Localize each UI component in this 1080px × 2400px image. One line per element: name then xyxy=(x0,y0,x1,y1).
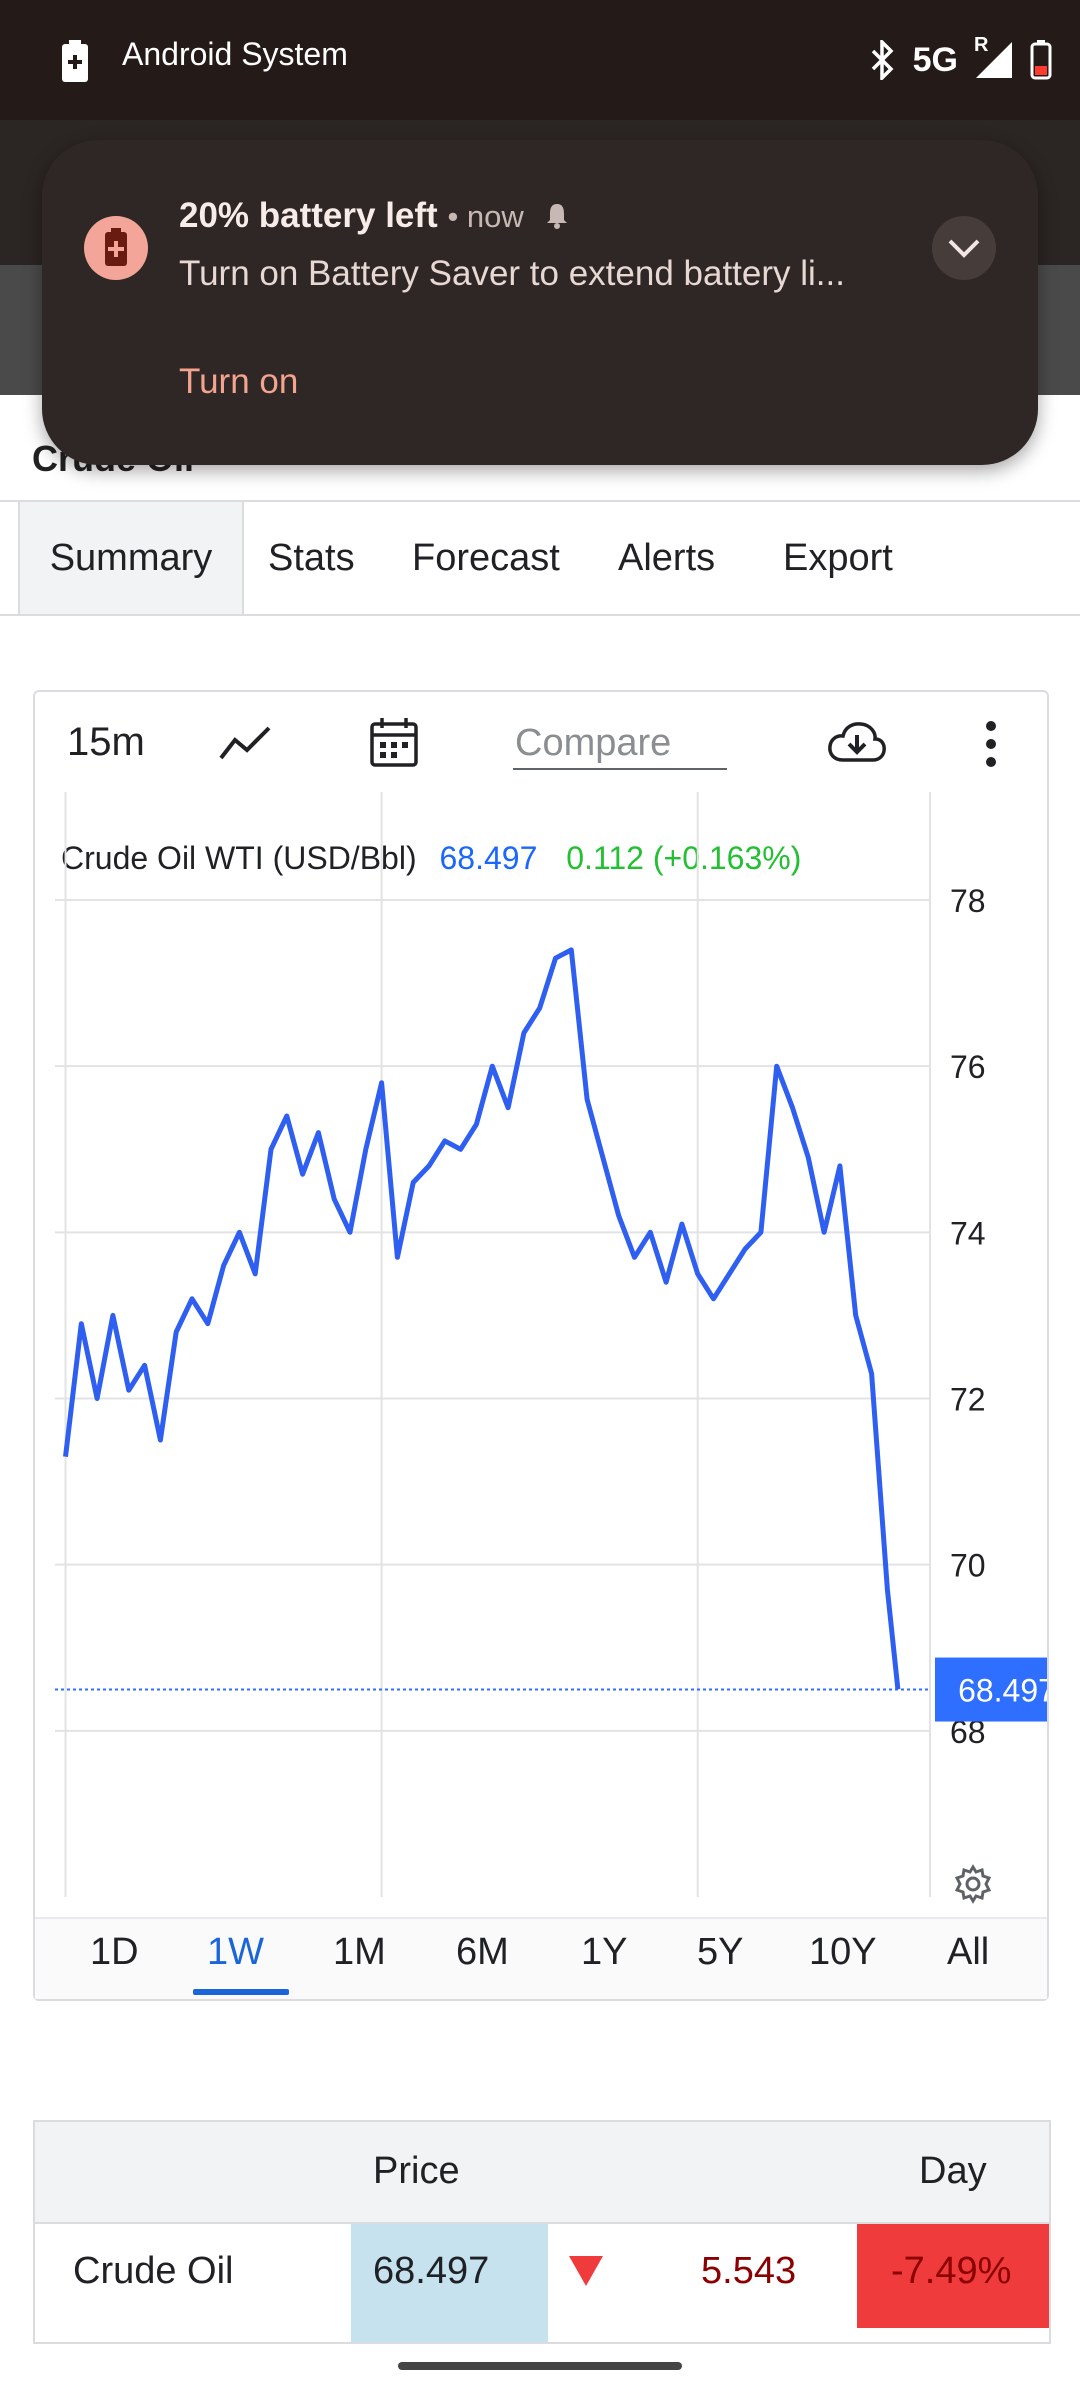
day-change-cell xyxy=(857,2224,1049,2328)
battery-notification[interactable]: 20% battery left • now Turn on Battery S… xyxy=(42,140,1038,465)
battery-plus-icon xyxy=(62,40,88,82)
active-range-indicator xyxy=(193,1989,289,1995)
quote-table: Price Day Crude Oil 68.497 5.543 -7.49% xyxy=(33,2120,1051,2344)
status-icons: 5G R xyxy=(867,30,1052,90)
range-selector: 1D 1W 1M 6M 1Y 5Y 10Y All xyxy=(35,1917,1047,1999)
range-6m[interactable]: 6M xyxy=(456,1931,509,1973)
legend-price: 68.497 xyxy=(439,840,538,876)
legend-change: 0.112 (+0.163%) xyxy=(566,840,802,876)
tab-stats[interactable]: Stats xyxy=(268,536,355,579)
notification-title: 20% battery left xyxy=(179,196,438,235)
range-all[interactable]: All xyxy=(947,1931,990,1973)
cloud-download-icon[interactable] xyxy=(827,720,887,764)
gesture-bar[interactable] xyxy=(398,2362,682,2370)
header-day: Day xyxy=(919,2150,987,2192)
chart-legend: Crude Oil WTI (USD/Bbl) 68.497 0.112 (+0… xyxy=(61,840,801,877)
bluetooth-icon xyxy=(871,40,894,80)
expand-notification-button[interactable] xyxy=(932,216,996,280)
chart-toolbar: 15m xyxy=(35,692,1047,797)
legend-series-name: Crude Oil WTI (USD/Bbl) xyxy=(61,840,417,876)
y-tick-label: 70 xyxy=(950,1548,986,1584)
range-5y[interactable]: 5Y xyxy=(697,1931,744,1973)
notification-message: Turn on Battery Saver to extend battery … xyxy=(179,254,845,293)
last-price-label: 68.497 xyxy=(958,1673,1047,1709)
down-arrow-icon xyxy=(569,2256,603,2286)
signal-icon: R xyxy=(974,34,1014,80)
tab-forecast[interactable]: Forecast xyxy=(412,536,560,579)
chart-card: 15m Crude Oil WTI (USD/Bbl) 68.497 0.112… xyxy=(33,690,1049,2001)
row-change: 5.543 xyxy=(701,2250,797,2292)
notification-header: 20% battery left • now xyxy=(179,196,572,236)
header-price: Price xyxy=(373,2150,460,2192)
price-cell xyxy=(351,2224,548,2342)
y-tick-label: 72 xyxy=(950,1382,986,1418)
tab-summary[interactable]: Summary xyxy=(18,502,244,614)
table-header: Price Day xyxy=(35,2122,1049,2224)
table-row[interactable]: Crude Oil 68.497 5.543 -7.49% xyxy=(35,2224,1049,2342)
battery-notification-icon xyxy=(84,216,148,280)
last-price-label-bg xyxy=(935,1657,1047,1722)
row-day-percent: -7.49% xyxy=(891,2250,1012,2292)
roaming-indicator: R xyxy=(974,34,989,56)
row-name: Crude Oil xyxy=(73,2250,234,2292)
y-tick-label: 78 xyxy=(950,883,986,919)
y-tick-label: 76 xyxy=(950,1049,986,1085)
calendar-icon[interactable] xyxy=(369,716,419,768)
range-1y[interactable]: 1Y xyxy=(581,1931,628,1973)
tab-export[interactable]: Export xyxy=(783,536,893,579)
line-chart-type-icon[interactable] xyxy=(219,724,271,764)
notification-time: • now xyxy=(447,199,524,234)
turn-on-battery-saver-button[interactable]: Turn on xyxy=(179,362,299,401)
price-chart[interactable]: 68707274767817192368.497 xyxy=(35,792,1047,1912)
more-vert-icon[interactable] xyxy=(985,720,997,768)
chevron-down-icon xyxy=(948,239,980,258)
range-10y[interactable]: 10Y xyxy=(809,1931,877,1973)
chart-settings-gear-icon[interactable] xyxy=(953,1864,993,1904)
battery-low-icon xyxy=(1030,40,1052,80)
status-bar: Android System 5G R xyxy=(0,0,1080,120)
range-1m[interactable]: 1M xyxy=(333,1931,386,1973)
status-notification-source: Android System xyxy=(122,36,348,72)
range-1d[interactable]: 1D xyxy=(90,1931,139,1973)
range-1w[interactable]: 1W xyxy=(207,1931,264,1973)
tab-alerts[interactable]: Alerts xyxy=(618,536,716,579)
compare-input[interactable] xyxy=(513,718,727,770)
interval-selector[interactable]: 15m xyxy=(67,720,145,764)
y-tick-label: 74 xyxy=(950,1215,986,1251)
price-series-line xyxy=(63,947,901,1690)
network-type: 5G xyxy=(912,40,958,79)
row-price: 68.497 xyxy=(373,2250,490,2292)
alert-bell-icon xyxy=(546,204,567,229)
tab-bar: Summary Stats Forecast Alerts Export xyxy=(0,500,1080,616)
